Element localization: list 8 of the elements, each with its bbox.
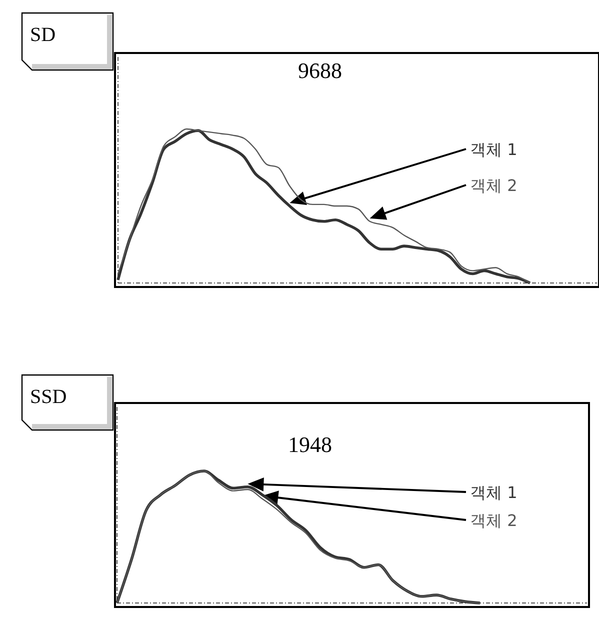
text: 9688 [298, 58, 342, 83]
chart-title: SD [30, 24, 56, 46]
text: 1948 [288, 432, 332, 457]
text: 객체 2 [470, 511, 518, 530]
chart-title: SSD [30, 386, 67, 408]
text: 객체 2 [470, 176, 518, 195]
text: 객체 1 [470, 140, 518, 159]
text: 객체 1 [470, 483, 518, 502]
